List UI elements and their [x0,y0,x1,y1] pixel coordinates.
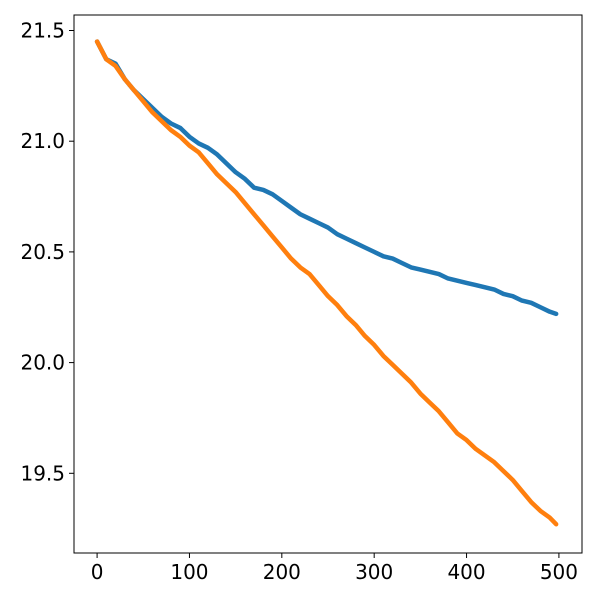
plot-area [73,14,583,554]
series-layer [94,39,559,527]
series-line-1 [94,39,559,317]
x-axis: 0 100 200 300 400 500 [91,553,578,584]
x-tick-label: 500 [540,560,578,584]
y-tick-label: 19.5 [20,461,65,485]
x-tick-label: 0 [91,560,104,584]
series-line-2 [94,39,559,527]
x-tick-label: 400 [447,560,485,584]
y-axis: 19.5 20.0 20.5 21.0 21.5 [20,18,74,485]
y-tick-label: 20.5 [20,240,65,264]
x-tick-label: 100 [170,560,208,584]
plot-frame [73,14,583,554]
x-tick-label: 300 [355,560,393,584]
y-tick-label: 20.0 [20,351,65,375]
y-tick-label: 21.0 [20,129,65,153]
x-tick-label: 200 [263,560,301,584]
y-tick-label: 21.5 [20,18,65,42]
